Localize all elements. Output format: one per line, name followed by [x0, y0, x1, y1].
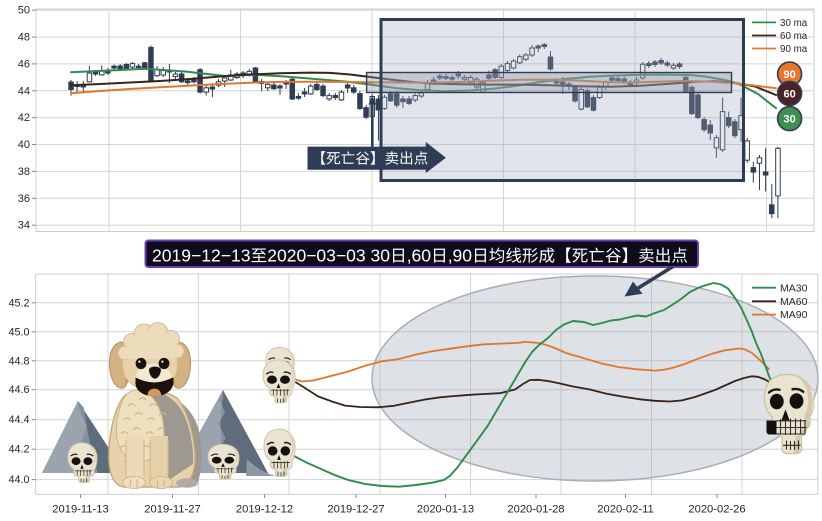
svg-text:MA90: MA90	[780, 309, 808, 321]
svg-text:2020-01-28: 2020-01-28	[507, 504, 564, 516]
svg-text:46: 46	[18, 58, 30, 70]
svg-text:42: 42	[18, 112, 30, 124]
svg-text:40: 40	[18, 139, 30, 151]
svg-text:38: 38	[18, 166, 30, 178]
svg-text:44.2: 44.2	[8, 444, 29, 456]
svg-text:,60: ,60	[407, 246, 432, 266]
svg-text:34: 34	[18, 220, 30, 232]
svg-text:2019−12−13: 2019−12−13	[152, 246, 250, 266]
svg-text:44.6: 44.6	[8, 384, 29, 396]
svg-text:2020-02-26: 2020-02-26	[688, 504, 745, 516]
svg-text:60: 60	[783, 88, 795, 100]
svg-text:,90: ,90	[448, 246, 473, 266]
svg-text:2019-11-27: 2019-11-27	[144, 504, 200, 516]
svg-text:44.4: 44.4	[8, 414, 29, 426]
svg-text:MA60: MA60	[780, 296, 808, 308]
svg-text:2020-01-13: 2020-01-13	[417, 504, 474, 516]
svg-text:44.8: 44.8	[8, 355, 29, 367]
svg-text:2019-11-13: 2019-11-13	[52, 504, 108, 516]
svg-text:30 ma: 30 ma	[780, 18, 808, 29]
svg-text:90: 90	[783, 69, 795, 81]
svg-text:50: 50	[18, 5, 30, 17]
svg-text:2019-12-12: 2019-12-12	[236, 504, 293, 516]
svg-text:44: 44	[18, 85, 30, 97]
svg-text:45.0: 45.0	[8, 326, 29, 338]
svg-text:44.0: 44.0	[8, 474, 29, 486]
svg-text:60 ma: 60 ma	[780, 31, 808, 42]
svg-text:45.2: 45.2	[8, 297, 29, 309]
svg-text:30: 30	[783, 114, 795, 126]
svg-text:2020−03−03 30: 2020−03−03 30	[267, 246, 390, 266]
svg-text:90 ma: 90 ma	[780, 44, 808, 55]
svg-text:2019-12-27: 2019-12-27	[327, 504, 384, 516]
svg-text:MA30: MA30	[780, 282, 808, 294]
svg-text:48: 48	[18, 32, 30, 44]
svg-text:2020-02-11: 2020-02-11	[597, 504, 653, 516]
svg-text:36: 36	[18, 193, 30, 205]
